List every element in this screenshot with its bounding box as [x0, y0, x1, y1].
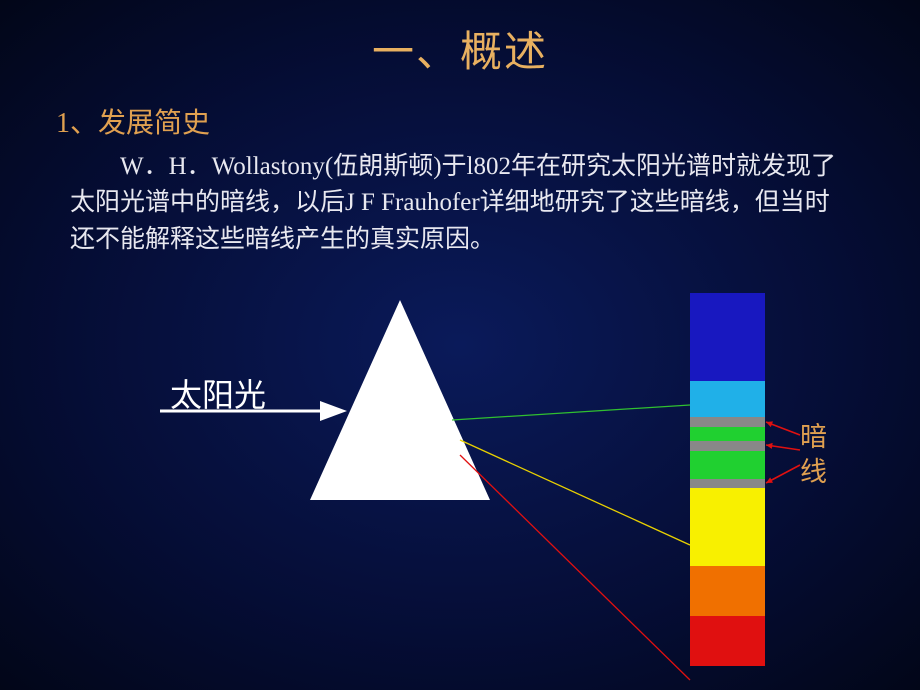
- diagram-svg: [0, 0, 920, 690]
